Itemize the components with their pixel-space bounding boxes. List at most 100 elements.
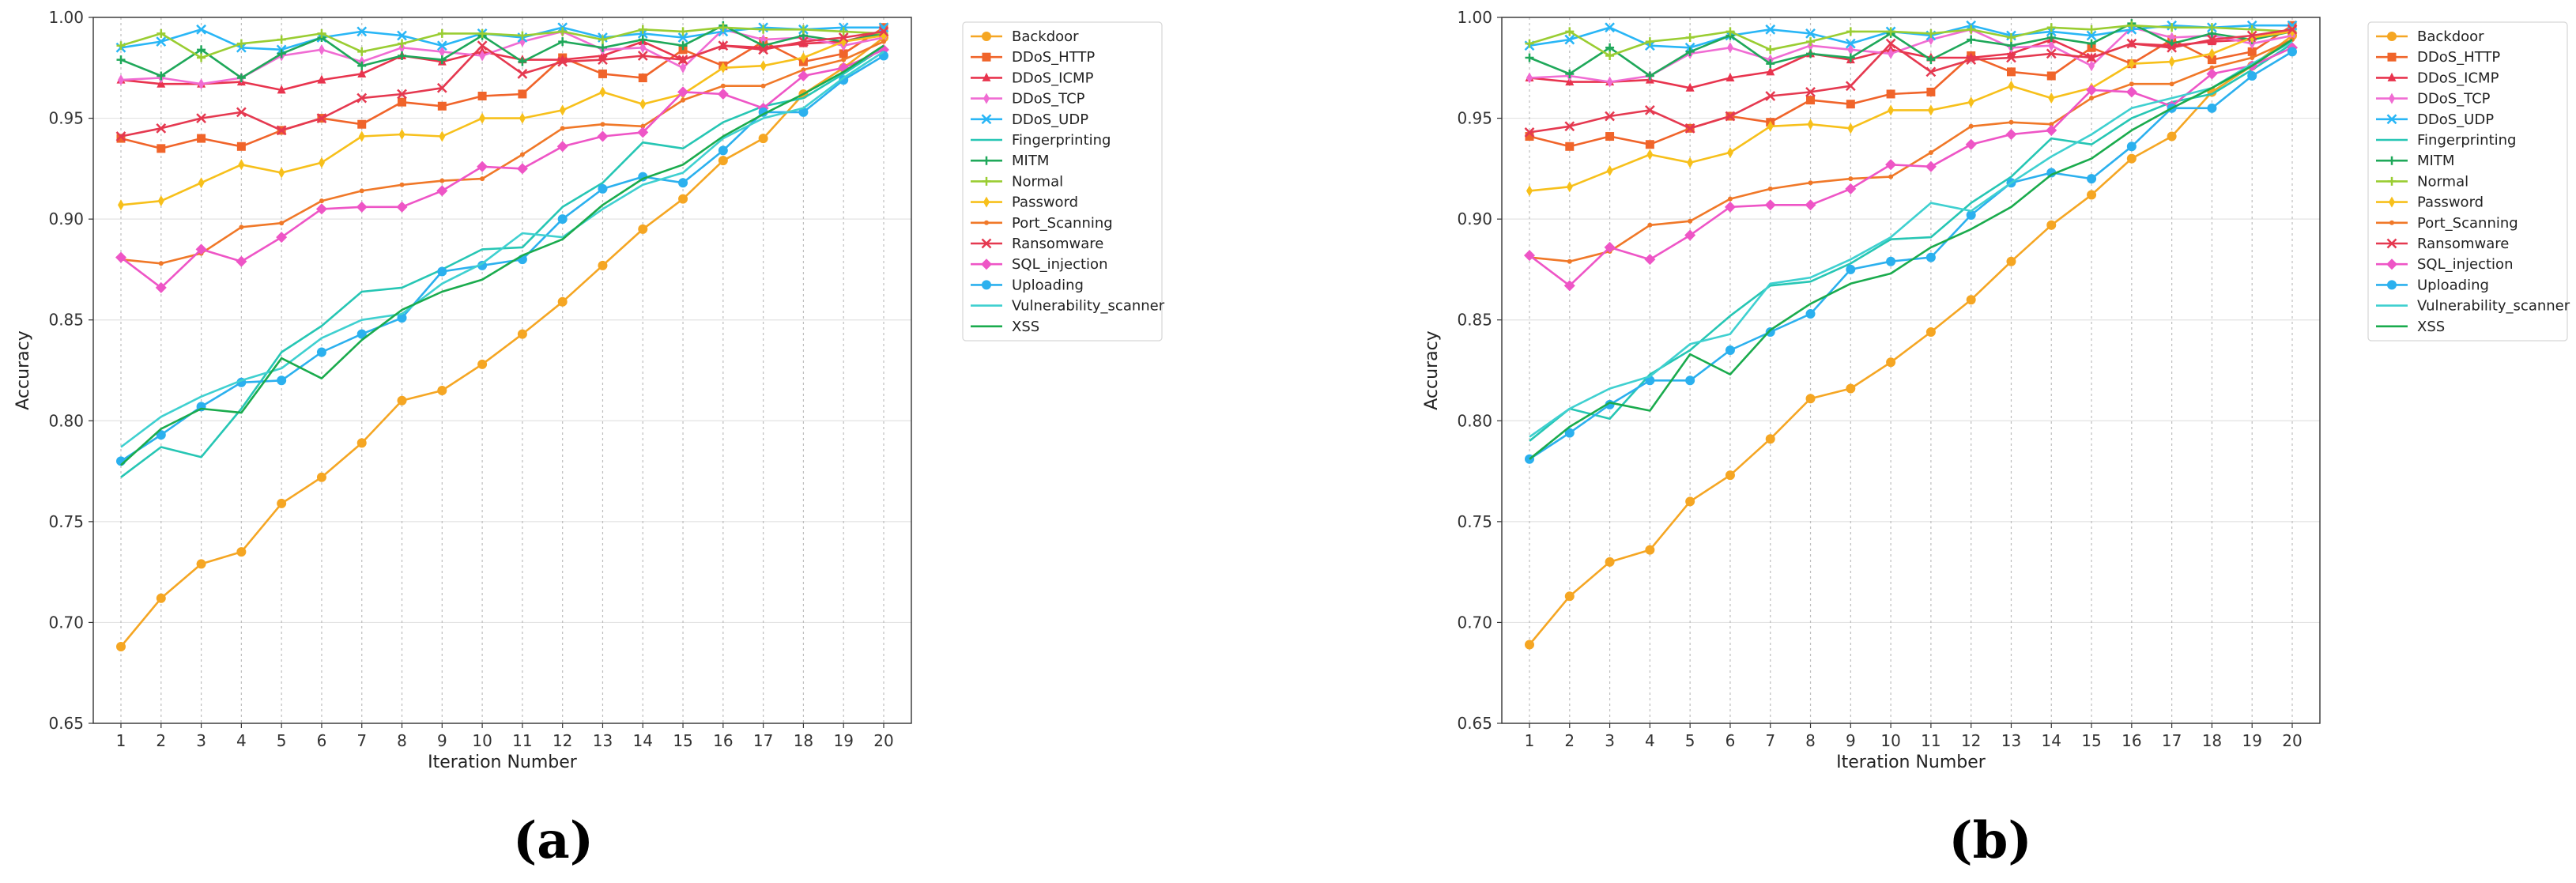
legend-label: XSS	[2417, 319, 2445, 335]
data-point	[276, 125, 287, 136]
y-tick-label: 0.65	[1457, 714, 1492, 733]
data-point	[760, 34, 767, 46]
data-point	[720, 83, 726, 89]
legend-item: XSS	[2376, 319, 2445, 335]
data-point	[1847, 123, 1854, 134]
data-point	[1888, 174, 1894, 179]
data-point	[2087, 39, 2096, 48]
data-point	[1967, 25, 1976, 34]
data-point	[2247, 70, 2257, 81]
legend-marker	[981, 238, 992, 249]
data-point	[1688, 218, 1693, 224]
data-point	[116, 134, 126, 143]
data-point	[1726, 42, 1733, 54]
x-tick-label: 7	[356, 731, 367, 750]
data-point	[315, 203, 327, 215]
data-point	[198, 78, 205, 90]
legend-marker	[2386, 114, 2397, 125]
data-point	[356, 26, 368, 37]
x-tick-label: 1	[116, 731, 126, 750]
data-point	[517, 329, 527, 339]
legend-marker	[2387, 156, 2397, 165]
x-tick-label: 4	[236, 731, 247, 750]
data-point	[197, 53, 206, 62]
data-point	[1605, 22, 1615, 33]
legend-item: Ransomware	[2376, 236, 2509, 252]
legend-marker	[981, 114, 992, 125]
legend-item: MITM	[2376, 153, 2454, 169]
data-point	[2168, 56, 2175, 68]
data-point	[798, 36, 809, 47]
legend-item: DDoS_HTTP	[971, 49, 1095, 66]
data-point	[2125, 86, 2137, 98]
series-password	[1526, 25, 2295, 197]
data-point	[1524, 127, 1535, 138]
legend-label: Uploading	[2417, 277, 2489, 293]
data-point	[236, 39, 246, 48]
series-ransomware	[115, 26, 889, 142]
data-point	[1725, 345, 1735, 355]
data-point	[557, 214, 568, 225]
series-mitm	[116, 21, 888, 83]
data-point	[236, 547, 247, 557]
data-point	[2046, 23, 2056, 32]
data-point	[2126, 153, 2137, 164]
data-point	[1928, 149, 1933, 155]
data-point	[277, 85, 286, 94]
data-point	[116, 55, 126, 65]
series-line	[120, 24, 884, 79]
data-point	[196, 559, 206, 569]
legend-label: Fingerprinting	[2417, 132, 2516, 149]
legend-marker	[981, 258, 992, 270]
data-point	[318, 157, 325, 168]
data-point	[2046, 33, 2056, 43]
data-point	[599, 86, 606, 98]
x-tick-label: 17	[753, 731, 773, 750]
data-point	[680, 62, 687, 74]
data-point	[1805, 394, 1816, 404]
legend-label: Backdoor	[2417, 28, 2484, 45]
x-tick-label: 9	[437, 731, 447, 750]
y-tick-label: 0.85	[48, 311, 84, 330]
data-point	[598, 55, 608, 65]
data-point	[598, 43, 607, 52]
data-point	[1805, 199, 1816, 211]
data-point	[638, 25, 647, 34]
data-point	[1846, 27, 1855, 36]
data-point	[197, 134, 206, 143]
data-point	[1886, 256, 1896, 266]
data-point	[1806, 49, 1816, 58]
x-tick-label: 17	[2162, 731, 2182, 750]
data-point	[2207, 23, 2216, 32]
data-point	[2006, 256, 2016, 266]
data-point	[1766, 45, 1775, 55]
data-point	[2046, 48, 2057, 59]
legend-label: DDoS_HTTP	[2417, 49, 2500, 66]
data-point	[2287, 24, 2298, 35]
data-point	[2049, 122, 2054, 127]
legend-marker	[983, 92, 990, 104]
x-tick-label: 11	[1921, 731, 1940, 750]
y-tick-label: 0.70	[1457, 613, 1492, 632]
legend-label: DDoS_UDP	[2417, 111, 2494, 128]
data-point	[1967, 35, 1976, 44]
x-tick-label: 20	[873, 731, 893, 750]
data-point	[1564, 591, 1575, 602]
data-point	[356, 438, 367, 448]
data-point	[2167, 23, 2177, 32]
legend-marker	[982, 156, 991, 165]
data-point	[2006, 67, 2016, 77]
x-tick-label: 8	[397, 731, 407, 750]
data-point	[2087, 25, 2096, 34]
data-point	[2086, 84, 2098, 96]
x-axis-label: Iteration Number	[428, 753, 578, 772]
series-line	[1529, 24, 2293, 57]
data-point	[1886, 89, 1895, 99]
data-point	[718, 23, 728, 32]
data-point	[1767, 120, 1774, 132]
data-point	[436, 185, 448, 197]
y-tick-label: 0.80	[48, 411, 84, 430]
data-point	[760, 60, 767, 72]
data-point	[358, 130, 365, 142]
data-point	[1605, 132, 1615, 142]
